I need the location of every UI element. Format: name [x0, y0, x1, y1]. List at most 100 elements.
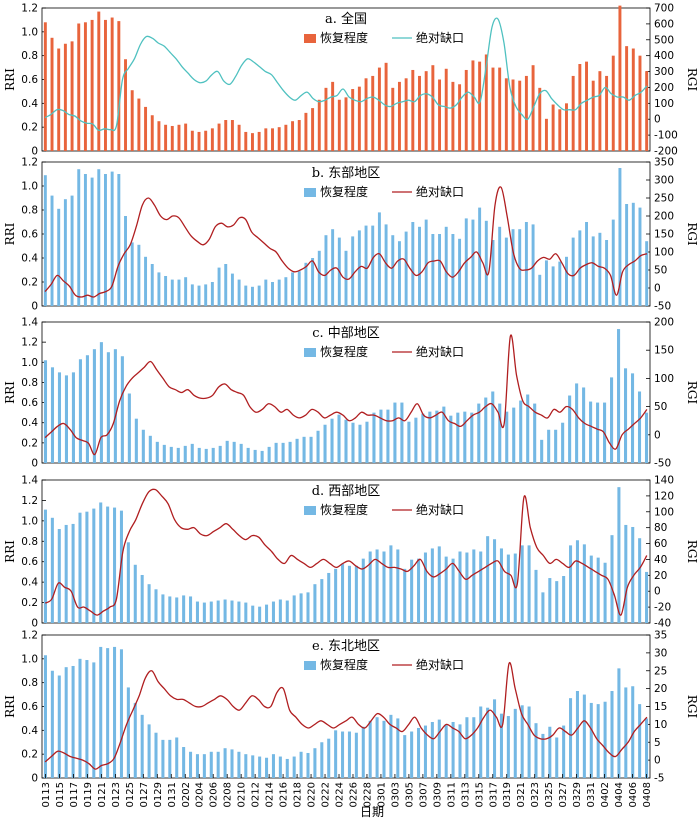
- y-left-tick-label: 1.4: [21, 475, 38, 487]
- rri-bar: [589, 702, 593, 778]
- rri-bar: [327, 572, 331, 623]
- rri-bar: [168, 739, 172, 778]
- rri-bar: [57, 529, 61, 623]
- rri-bar: [358, 424, 362, 463]
- rri-bar: [57, 208, 61, 306]
- rri-bar: [244, 602, 248, 623]
- y-left-tick-label: 0.4: [21, 577, 38, 589]
- rri-bar: [444, 556, 448, 623]
- y-right-tick-label: 600: [654, 18, 674, 30]
- rri-bar: [505, 411, 509, 463]
- rri-bar: [540, 439, 544, 463]
- panel-c: 0 0.2 0.4 0.6 0.8 1.0 1.2 1.4 -50 0 50 100 150 200 RRI…: [3, 317, 699, 470]
- y-right-tick-label: 20: [654, 570, 667, 582]
- y-right-tick-label: 700: [654, 3, 674, 15]
- rri-bar: [403, 735, 407, 778]
- y-right-axis-label: RGI: [685, 381, 699, 405]
- rri-bar: [271, 128, 274, 151]
- rri-bar: [575, 691, 579, 778]
- rri-bar: [479, 551, 483, 623]
- rri-bar: [498, 226, 502, 306]
- rri-bar: [50, 37, 54, 151]
- rri-bar: [351, 422, 355, 463]
- legend: 恢复程度 绝对缺口: [304, 184, 464, 199]
- rri-bar: [430, 548, 434, 623]
- rri-bar: [404, 78, 408, 151]
- rri-bar: [77, 23, 81, 151]
- rri-bar: [625, 204, 629, 306]
- rri-bar: [631, 48, 635, 152]
- rri-bar: [57, 675, 61, 778]
- rri-bar: [389, 714, 393, 778]
- rri-bar: [50, 517, 54, 623]
- rri-bar: [638, 704, 642, 778]
- rri-bar: [575, 540, 579, 623]
- rri-bar: [43, 360, 48, 463]
- rri-bar: [251, 605, 255, 623]
- x-tick-label: 0319: [502, 782, 513, 807]
- rri-bar: [610, 691, 614, 778]
- rri-bar: [291, 121, 295, 151]
- rri-bar: [596, 402, 600, 463]
- rri-bar: [99, 342, 103, 463]
- rri-bar: [438, 234, 442, 306]
- rri-bar: [617, 329, 621, 463]
- rri-bar: [304, 112, 308, 151]
- chart-panels: 00.20.40.60.81.01.2-200-1000100200300400…: [3, 3, 699, 785]
- rri-bar: [257, 285, 261, 306]
- y-left-tick-label: 1.0: [21, 181, 38, 193]
- rri-bar: [246, 447, 250, 463]
- rri-bar: [189, 751, 193, 778]
- legend-label: 恢复程度: [320, 502, 368, 517]
- rri-bar: [591, 236, 595, 306]
- rri-bar: [471, 219, 475, 306]
- rri-bar: [99, 646, 103, 778]
- y-right-tick-label: 50: [654, 265, 667, 277]
- rri-bar: [377, 212, 381, 306]
- rri-bar: [569, 545, 573, 623]
- rri-bar: [493, 699, 497, 778]
- y-right-axis-label: RGI: [685, 695, 699, 719]
- x-tick-label: 0315: [474, 782, 485, 807]
- rri-bar: [548, 578, 552, 623]
- rri-bar: [598, 232, 602, 306]
- rri-bar: [278, 756, 282, 778]
- rri-bar: [182, 747, 186, 778]
- rri-bar: [57, 372, 62, 463]
- rri-bar: [323, 424, 327, 463]
- y-left-tick-label: 1.2: [21, 157, 38, 169]
- y-right-tick-label: -40: [654, 618, 671, 630]
- rri-bar: [106, 648, 110, 778]
- rri-bar: [618, 5, 622, 151]
- rri-bar: [354, 732, 358, 778]
- rri-bar: [372, 412, 376, 463]
- rri-bar: [204, 284, 208, 306]
- rri-bar: [126, 542, 130, 623]
- rri-bar: [218, 445, 222, 463]
- x-tick-label: 0321: [516, 782, 527, 807]
- legend-bar-swatch: [304, 661, 316, 670]
- rri-bar: [50, 670, 54, 778]
- rri-bar: [204, 448, 208, 463]
- rri-bar: [396, 718, 400, 778]
- panel-a: 0 0.2 0.4 0.6 0.8 1.0 1.2 -200 -100 0 100 200 300 400…: [3, 3, 699, 158]
- rri-bar: [113, 646, 117, 778]
- y-left-tick-label: 0.2: [21, 597, 38, 609]
- rri-bar: [133, 702, 137, 778]
- rri-bar: [428, 411, 432, 463]
- rri-bar: [154, 732, 158, 778]
- rri-bar: [397, 241, 401, 306]
- legend: 恢复程度 绝对缺口: [304, 30, 464, 45]
- rri-bar: [244, 754, 248, 778]
- rri-bar: [391, 235, 395, 306]
- rri-bar: [250, 133, 254, 151]
- rri-bar: [217, 123, 221, 151]
- x-tick-label: 0323: [530, 782, 541, 807]
- rri-bar: [438, 79, 442, 151]
- rri-bars: [43, 487, 649, 623]
- rri-bar: [389, 545, 393, 623]
- rri-bar: [444, 226, 448, 306]
- rri-bar: [631, 686, 635, 778]
- rri-bar: [582, 387, 586, 463]
- rri-bar: [551, 104, 555, 151]
